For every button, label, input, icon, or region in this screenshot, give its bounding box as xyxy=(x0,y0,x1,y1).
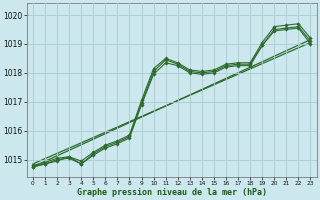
X-axis label: Graphe pression niveau de la mer (hPa): Graphe pression niveau de la mer (hPa) xyxy=(77,188,267,197)
